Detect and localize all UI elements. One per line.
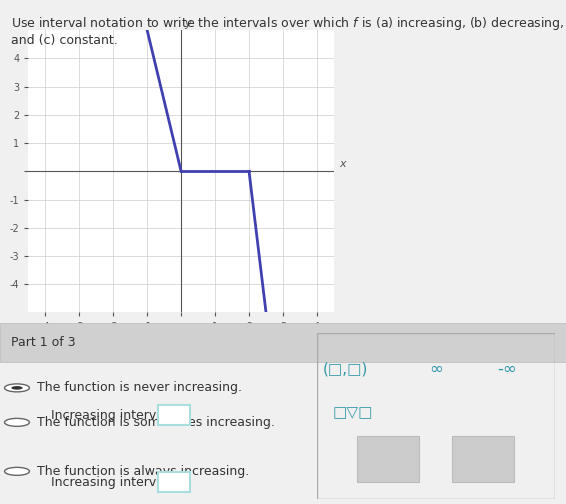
Text: (□,□): (□,□) [323, 362, 368, 376]
Circle shape [11, 386, 23, 390]
Text: Increasing interval:: Increasing interval: [51, 476, 171, 489]
Text: -∞: -∞ [498, 360, 517, 378]
Text: Part 1 of 3: Part 1 of 3 [11, 336, 76, 349]
Text: x: x [339, 159, 346, 169]
Bar [158, 472, 190, 492]
Circle shape [5, 418, 29, 426]
Bar [452, 436, 514, 482]
Text: Increasing interval:: Increasing interval: [51, 409, 171, 421]
Text: □▽□: □▽□ [332, 405, 373, 420]
Bar [357, 436, 419, 482]
Circle shape [5, 384, 29, 392]
Text: The function is never increasing.: The function is never increasing. [37, 382, 242, 394]
Text: ×: × [381, 449, 395, 467]
Text: ∞: ∞ [429, 360, 443, 378]
Bar [158, 405, 190, 425]
Text: ↺: ↺ [477, 449, 490, 467]
Text: The function is sometimes increasing.: The function is sometimes increasing. [37, 416, 275, 429]
Text: The function is always increasing.: The function is always increasing. [37, 465, 249, 478]
Bar [0, 323, 566, 362]
Text: y: y [185, 20, 191, 29]
Text: Use interval notation to write the intervals over which $f$ is (a) increasing, (: Use interval notation to write the inter… [11, 15, 565, 47]
Circle shape [5, 467, 29, 475]
